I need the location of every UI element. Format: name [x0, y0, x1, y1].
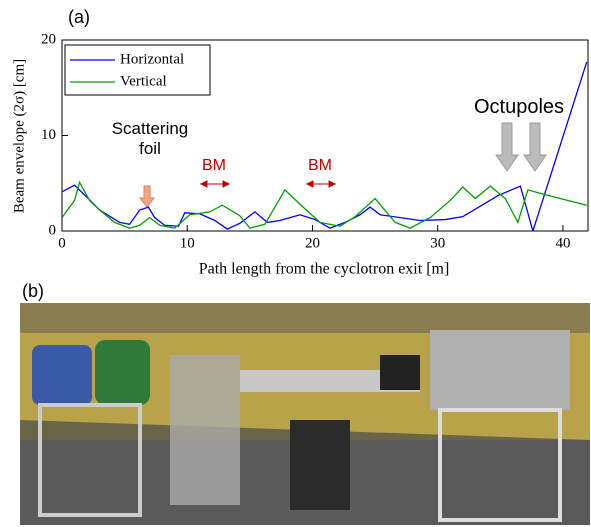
y-tick-label: 10: [41, 127, 56, 143]
bm-arrow: [201, 181, 335, 187]
photo: [20, 303, 590, 525]
annotation: BM: [202, 157, 226, 174]
x-tick-label: 10: [180, 235, 195, 251]
annotation: BM: [308, 157, 332, 174]
page: {"chart_data": {"type": "line", "panel_l…: [0, 0, 591, 527]
y-tick-label: 20: [41, 31, 56, 47]
x-tick-label: 30: [430, 235, 445, 251]
octupole-arrow: [496, 123, 546, 171]
annotation: Octupoles: [474, 96, 564, 118]
x-tick-label: 0: [58, 235, 66, 251]
series-line: [62, 182, 587, 228]
arrow: [140, 186, 154, 207]
x-tick-label: 20: [305, 235, 320, 251]
figure: (a) (b) Path length from the cyclotron e…: [0, 0, 591, 527]
panel-label: (a): [68, 7, 90, 27]
y-tick-label: 0: [49, 222, 57, 238]
x-axis-label: Path length from the cyclotron exit [m]: [199, 261, 450, 278]
legend-label: Vertical: [120, 73, 167, 89]
y-axis-label: Beam envelope (2σ) [cm]: [11, 59, 27, 213]
legend-label: Horizontal: [120, 51, 184, 67]
panel-label: (b): [22, 281, 44, 301]
x-tick-label: 40: [555, 235, 570, 251]
